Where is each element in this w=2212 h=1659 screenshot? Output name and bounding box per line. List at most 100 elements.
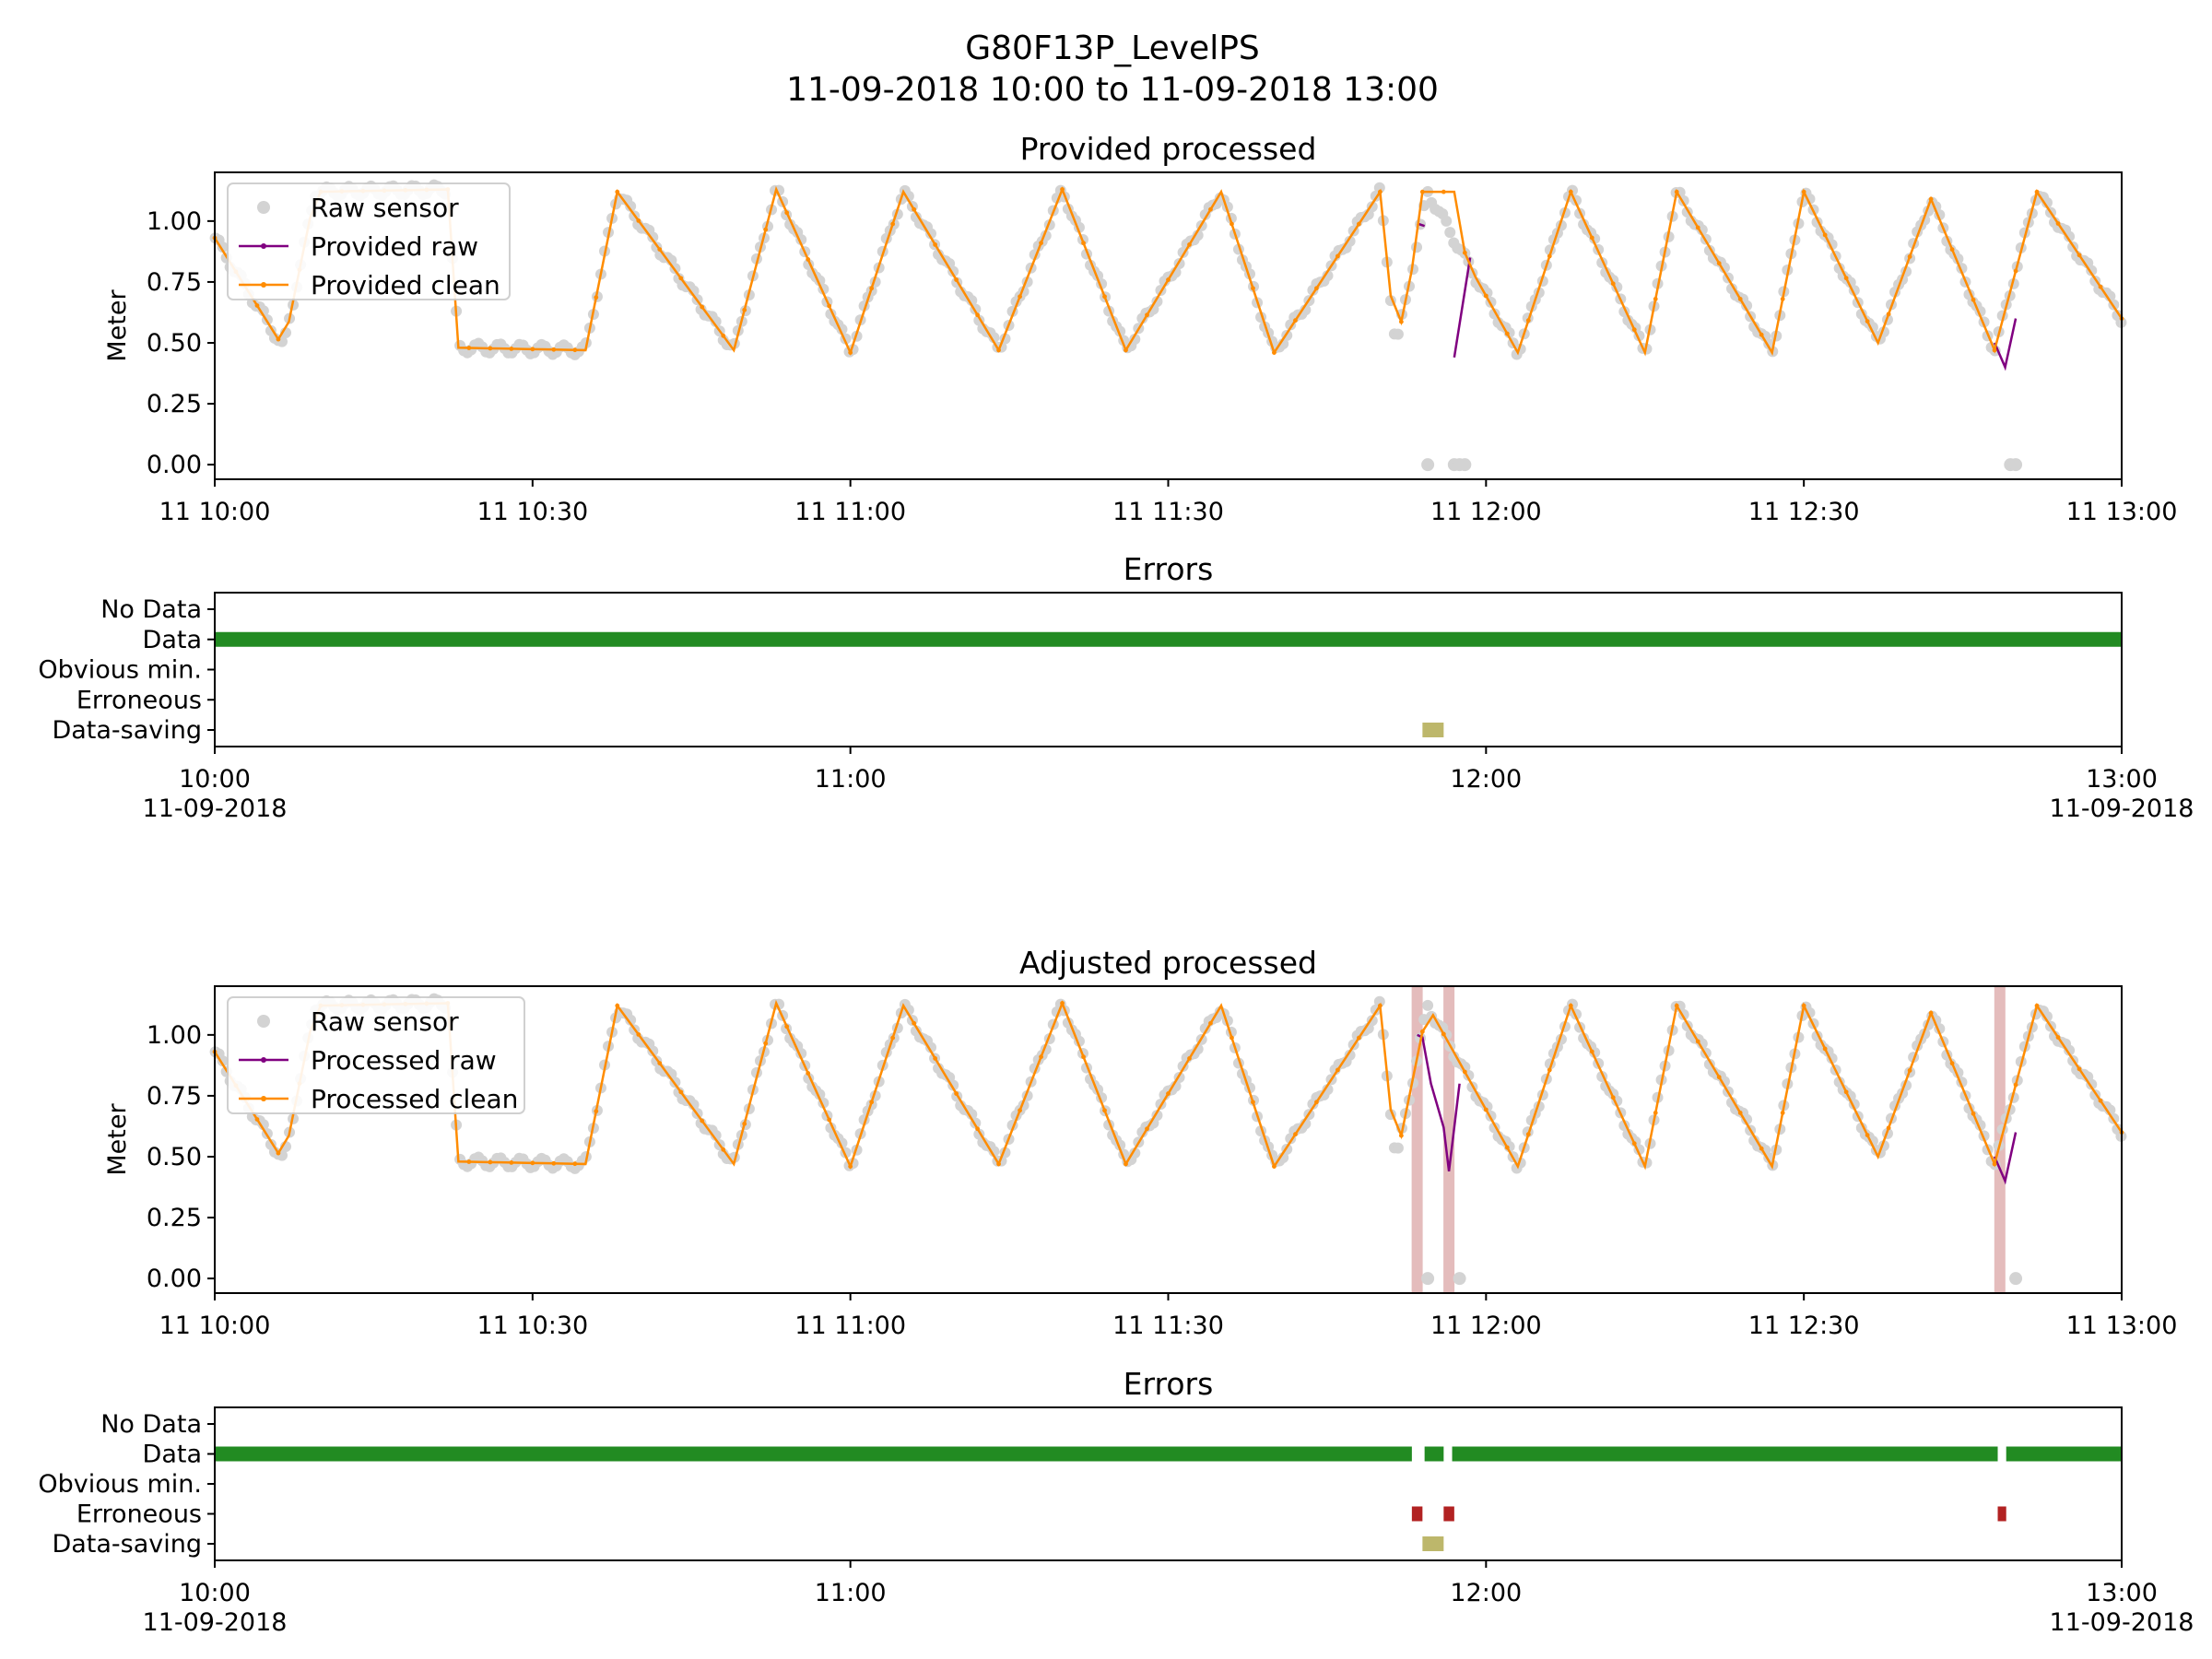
clean-point [488,1159,493,1165]
clean-point [1547,253,1552,259]
clean-point [1843,1089,1849,1095]
clean-point [848,1164,853,1169]
clean-point [1674,189,1679,194]
y-tick-label: 0.00 [147,1265,202,1293]
raw-sensor-point [1192,1043,1204,1055]
clean-point [827,1117,832,1123]
adjusted-processed-plot: Adjusted processed 0.00 0.25 0.50 0.75 1.00 Me… [103,945,2177,1340]
clean-point [594,1109,599,1114]
clean-point [2034,1003,2040,1008]
figure-subtitle: 11-09-2018 10:00 to 11-09-2018 13:00 [786,71,1439,109]
clean-point [763,227,769,232]
clean-point [530,1160,535,1166]
clean-point [1208,206,1213,212]
clean-point [1568,189,1573,194]
clean-point [806,256,811,262]
clean-point [1780,1111,1785,1115]
legend-marker-raw-dot [261,1057,266,1063]
raw-sensor-point [1459,1061,1471,1073]
x-tick-label: 11 10:30 [477,498,588,526]
legend-marker-clean-dot [261,282,266,288]
clean-point [466,1159,472,1164]
y-tick-label: No Data [100,595,202,624]
provided-processed-plot: Provided processed 0.00 0.25 0.50 0.75 1.00 Me… [103,131,2177,526]
clean-point [1568,1003,1573,1008]
axes-frame [214,1406,2123,1561]
clean-point [1801,1003,1806,1008]
clean-point [1886,1125,1891,1131]
raw-sensor-point [2041,1010,2053,1022]
raw-sensor-zero-point [1453,1272,1466,1286]
clean-point [1230,221,1234,227]
clean-point [1716,1075,1722,1080]
raw-sensor-point [1444,227,1456,239]
x-tick-label: 11-09-2018 [143,794,288,823]
clean-point [1187,1056,1192,1061]
clean-point [1801,189,1806,194]
clean-point [1949,247,1955,253]
panel-title: Provided processed [1020,131,1317,167]
clean-series-markers [212,187,2124,355]
x-tick-label: 11 11:00 [794,1312,906,1340]
clean-point [1865,319,1870,324]
x-tick-label: 11 13:00 [2066,498,2178,526]
raw-sensor-zero-point [1421,458,1435,472]
clean-point [721,333,726,338]
clean-point [1928,1010,1934,1016]
clean-point [700,304,705,310]
x-tick-label: 11 10:00 [159,498,271,526]
legend-frame [227,182,511,300]
raw-sensor-point [1322,1084,1334,1096]
clean-point [1398,319,1404,324]
clean-point [933,242,938,247]
clean-point [1377,189,1382,194]
x-tick-label: 13:00 [2086,1579,2158,1607]
raw-sensor-point [1322,270,1334,282]
error-segment-data [215,1446,1412,1462]
clean-point [1441,1031,1446,1037]
y-tick-label: Obvious min. [38,1470,202,1499]
error-segment-data [1424,1446,1444,1462]
raw-sensor-point [257,305,269,317]
legend-label: Provided raw [311,231,478,262]
clean-point [2098,284,2103,289]
x-tick-label: 11 10:30 [477,1312,588,1340]
raw-series-line [1417,1033,2018,1185]
clean-point [572,1161,578,1167]
clean-point [1060,187,1065,192]
error-segment-data-saving [1422,1536,1444,1551]
clean-point [636,1031,641,1037]
y-tick-label: 0.50 [147,1143,202,1171]
clean-point [2055,221,2061,226]
clean-point [1971,1111,1976,1116]
clean-point [636,218,641,223]
raw-sensor-point [966,294,978,306]
clean-point [615,189,620,194]
clean-point [1971,297,1976,302]
y-tick-label: 0.25 [147,1204,202,1232]
clean-point [1102,294,1107,300]
raw-sensor-point [902,190,914,202]
clean-point [1759,1146,1764,1151]
error-segment-erroneous [1411,1506,1423,1522]
error-segment-data [2006,1446,2122,1462]
clean-point [1272,350,1277,355]
clean-point [1992,1161,1997,1167]
raw-sensor-point [1392,328,1404,340]
clean-point [912,1020,917,1026]
clean-point [1251,286,1255,291]
clean-point [488,346,493,351]
raw-sensor-point [988,332,1000,344]
clean-point [1843,276,1849,281]
raw-sensor-point [1300,1118,1312,1130]
error-segment-data [215,631,2122,647]
clean-point [254,1117,260,1122]
clean-point [742,307,747,312]
clean-point [276,1150,281,1156]
x-tick-label: 12:00 [1450,765,1522,794]
figure-title: G80F13P_LevelPS [965,29,1260,67]
clean-point [2013,1082,2018,1088]
clean-point [1293,1132,1298,1137]
legend: Raw sensor Processed raw Processed clean [227,996,525,1114]
clean-point [2098,1098,2103,1103]
